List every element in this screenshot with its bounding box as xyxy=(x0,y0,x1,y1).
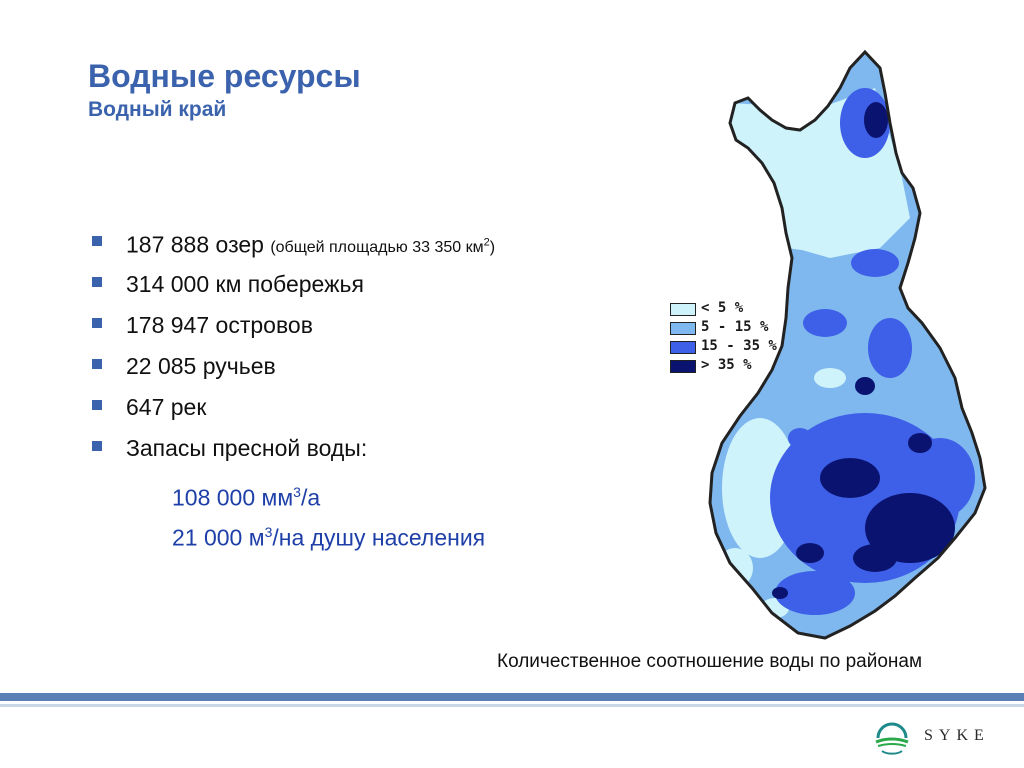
bullet-square-icon xyxy=(92,400,102,410)
legend-swatch xyxy=(670,303,696,316)
list-item: 187 888 озер (общей площадью 33 350 км2) xyxy=(92,228,652,269)
legend-swatch xyxy=(670,360,696,373)
syke-logo-icon xyxy=(875,722,909,755)
legend-label: 5 - 15 % xyxy=(701,319,769,335)
lakes-count: 187 888 озер xyxy=(126,231,264,258)
bullet-square-icon xyxy=(92,236,102,246)
list-item: 647 рек xyxy=(92,392,652,433)
freshwater-annual: 108 000 мм3/a xyxy=(172,484,321,511)
lakes-area-note: (общей площадью 33 350 км2) xyxy=(270,237,496,257)
list-item: 178 947 островов xyxy=(92,310,652,351)
logo-text: SYKE xyxy=(924,727,990,744)
bullet-square-icon xyxy=(92,441,102,451)
legend-label: > 35 % xyxy=(701,357,752,373)
bullet-square-icon xyxy=(92,318,102,328)
slide-subtitle: Водный край xyxy=(88,98,227,121)
list-item: Запасы пресной воды: xyxy=(92,433,652,474)
footer-bar-thin xyxy=(0,704,1024,707)
legend-swatch xyxy=(670,322,696,335)
footer-bar xyxy=(0,693,1024,701)
legend-swatch xyxy=(670,341,696,354)
legend-label: < 5 % xyxy=(701,300,744,316)
streams-count: 22 085 ручьев xyxy=(126,353,276,379)
slide-title: Водные ресурсы xyxy=(88,58,361,94)
finland-outline xyxy=(708,49,987,640)
bullet-square-icon xyxy=(92,359,102,369)
freshwater-heading: Запасы пресной воды: xyxy=(126,435,368,461)
facts-list: 187 888 озер (общей площадью 33 350 км2)… xyxy=(92,228,652,474)
freshwater-per-capita: 21 000 м3/на душу населения xyxy=(172,524,486,551)
bullet-square-icon xyxy=(92,277,102,287)
list-item: 22 085 ручьев xyxy=(92,351,652,392)
legend-label: 15 - 35 % xyxy=(701,338,777,354)
rivers-count: 647 рек xyxy=(126,394,207,420)
coastline-length: 314 000 км побережья xyxy=(126,271,364,297)
islands-count: 178 947 островов xyxy=(126,312,313,338)
finland-water-map xyxy=(700,48,1000,643)
list-item: 314 000 км побережья xyxy=(92,269,652,310)
map-caption: Количественное соотношение воды по район… xyxy=(497,651,923,672)
